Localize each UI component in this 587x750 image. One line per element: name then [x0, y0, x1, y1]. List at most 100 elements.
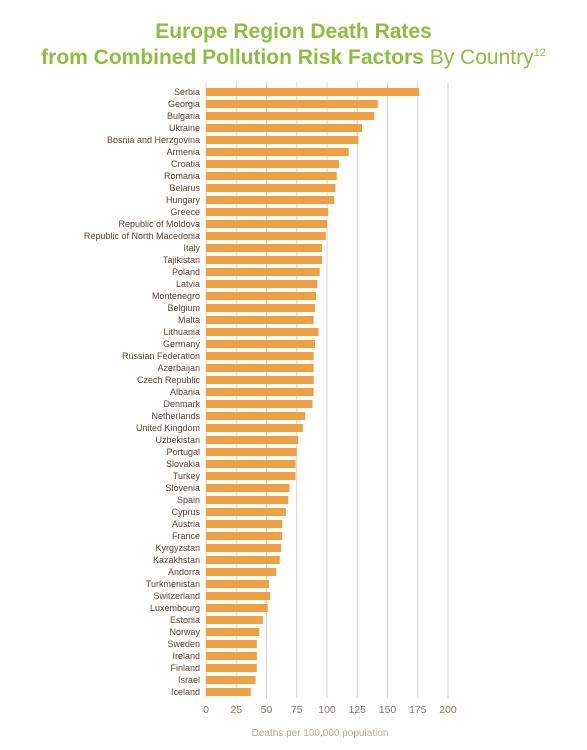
category-label: Azerbaijan: [157, 363, 200, 373]
bar: [206, 376, 314, 384]
bar: [206, 148, 349, 156]
category-label: Republic of Moldova: [118, 219, 200, 229]
category-label: Germany: [163, 339, 201, 349]
chart-title-line1: Europe Region Death Rates: [155, 20, 432, 43]
bar: [206, 136, 359, 144]
bar: [206, 532, 283, 540]
category-label: Tajikistan: [163, 255, 200, 265]
bar: [206, 124, 363, 132]
bar: [206, 592, 271, 600]
category-label: Portugal: [166, 447, 200, 457]
bar: [206, 112, 375, 120]
category-label: Slovenia: [165, 483, 200, 493]
x-tick-label: 100: [318, 704, 336, 716]
chart-title-line2-wrap: from Combined Pollution Risk Factors By …: [0, 46, 587, 70]
bar: [206, 304, 315, 312]
x-tick-label: 150: [379, 704, 397, 716]
x-tick-label: 125: [348, 704, 366, 716]
bar: [206, 460, 296, 468]
bar: [206, 568, 277, 576]
category-label: France: [172, 531, 200, 541]
category-label: Lithuania: [163, 327, 200, 337]
category-label: Hungary: [166, 195, 201, 205]
bar: [206, 220, 327, 228]
category-label: Netherlands: [151, 411, 200, 421]
bar: [206, 316, 314, 324]
bar: [206, 544, 282, 552]
bar: [206, 688, 251, 696]
category-label: Turkmenistan: [146, 579, 200, 589]
category-label: Slovakia: [166, 459, 200, 469]
category-label: Sweden: [167, 639, 200, 649]
x-tick-label: 50: [261, 704, 273, 716]
bar: [206, 580, 269, 588]
chart-title-line2: from Combined Pollution Risk Factors: [41, 46, 424, 69]
bar: [206, 472, 296, 480]
bar: [206, 640, 257, 648]
bar: [206, 280, 318, 288]
category-label: Russian Federation: [122, 351, 200, 361]
category-label: Poland: [172, 267, 200, 277]
category-label: Norway: [169, 627, 200, 637]
bar: [206, 520, 283, 528]
category-label: Finland: [170, 663, 200, 673]
category-label: Georgia: [168, 99, 200, 109]
x-tick-labels: 0 25 50 75 100 125 150 175 200: [203, 704, 457, 716]
x-tick-label: 25: [230, 704, 242, 716]
bar: [206, 508, 286, 516]
category-label: Spain: [177, 495, 200, 505]
category-labels: Serbia Georgia Bulgaria Ukraine Bosnia and H…: [84, 87, 201, 697]
bar: [206, 172, 337, 180]
category-label: Serbia: [174, 87, 200, 97]
category-label: Montenegro: [152, 291, 200, 301]
bar: [206, 328, 319, 336]
bar: [206, 292, 317, 300]
category-label: Malta: [178, 315, 200, 325]
category-label: Belarus: [169, 183, 200, 193]
bar: [206, 448, 297, 456]
bar: [206, 244, 323, 252]
category-label: Cyprus: [171, 507, 200, 517]
category-label: Ukraine: [169, 123, 200, 133]
category-label: Greece: [170, 207, 200, 217]
category-label: Albania: [170, 387, 200, 397]
bar: [206, 256, 323, 264]
bar: [206, 196, 335, 204]
bar: [206, 208, 329, 216]
x-tick-label: 175: [409, 704, 427, 716]
bar: [206, 664, 257, 672]
x-tick-label: 0: [203, 704, 209, 716]
bar: [206, 160, 340, 168]
bar: [206, 424, 303, 432]
bar: [206, 496, 289, 504]
category-label: Israel: [178, 675, 200, 685]
bar: [206, 676, 256, 684]
category-label: United Kingdom: [136, 423, 200, 433]
bar: [206, 268, 320, 276]
category-label: Kyrgyzstan: [155, 543, 200, 553]
category-label: Austria: [172, 519, 200, 529]
bar: [206, 364, 314, 372]
category-label: Ireland: [172, 651, 200, 661]
chart-title-footnote: 12: [533, 47, 546, 59]
category-label: Italy: [183, 243, 200, 253]
category-label: Republic of North Macedonia: [84, 231, 200, 241]
category-label: Czech Republic: [137, 375, 201, 385]
category-label: Latvia: [176, 279, 200, 289]
category-label: Bulgaria: [167, 111, 200, 121]
category-label: Denmark: [163, 399, 200, 409]
bar: [206, 628, 260, 636]
x-tick-label: 200: [439, 704, 457, 716]
bar: [206, 484, 290, 492]
bar: [206, 88, 419, 96]
category-label: Luxembourg: [150, 603, 200, 613]
category-label: Uzbekistan: [155, 435, 200, 445]
bar: [206, 184, 336, 192]
bar: [206, 352, 314, 360]
bar: [206, 652, 257, 660]
bar: [206, 436, 298, 444]
bar: [206, 604, 268, 612]
category-label: Armenia: [166, 147, 200, 157]
bar: [206, 388, 314, 396]
